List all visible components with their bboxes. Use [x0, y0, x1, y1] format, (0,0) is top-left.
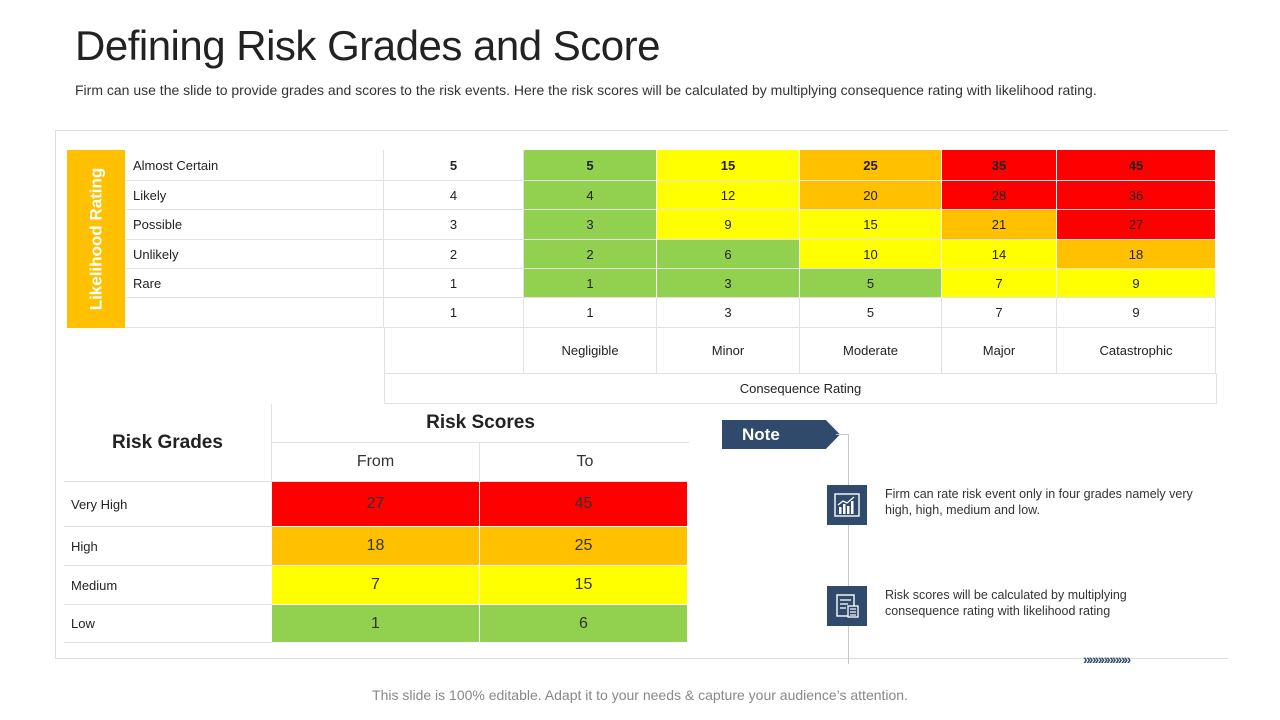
likelihood-value: 2 [384, 240, 524, 269]
risk-scores-header: Risk Scores [272, 404, 689, 443]
risk-score-cell: 15 [657, 150, 800, 181]
page-title: Defining Risk Grades and Score [75, 22, 660, 69]
from-header: From [272, 443, 480, 482]
grade-name: High [64, 527, 272, 566]
risk-score-cell: 21 [942, 210, 1057, 240]
grade-row: Very High 27 45 [64, 482, 689, 527]
likelihood-label: Likely [126, 181, 384, 210]
likelihood-value: 4 [384, 181, 524, 210]
bar-chart-icon [827, 485, 867, 525]
grade-row: Medium 7 15 [64, 566, 689, 605]
note-text-2: Risk scores will be calculated by multip… [885, 588, 1127, 618]
risk-score-cell: 15 [800, 210, 942, 240]
consequence-value: 1 [524, 298, 657, 328]
risk-grades-header: Risk Grades [64, 404, 272, 482]
likelihood-label: Possible [126, 210, 384, 240]
grade-to-value: 15 [480, 566, 688, 605]
chevron-arrows-icon: »»»»»»»» [1083, 651, 1131, 667]
grade-row: High 18 25 [64, 527, 689, 566]
consequence-name: Minor [657, 328, 800, 373]
risk-score-cell: 9 [657, 210, 800, 240]
likelihood-label: Rare [126, 269, 384, 298]
blank-cell [384, 328, 524, 373]
likelihood-rating-bar: Likelihood Rating [67, 150, 125, 328]
consequence-value: 9 [1057, 298, 1216, 328]
note-connector [836, 434, 848, 435]
to-header: To [481, 443, 689, 482]
risk-score-cell: 28 [942, 181, 1057, 210]
consequence-rating-label: Consequence Rating [384, 373, 1217, 404]
grade-to-value: 45 [480, 482, 688, 527]
risk-score-cell: 5 [524, 150, 657, 181]
note-timeline [848, 434, 849, 664]
grade-from-value: 18 [272, 527, 480, 566]
matrix-row: Almost Certain 5 5 15 25 35 45 [126, 150, 1216, 181]
risk-score-cell: 6 [657, 240, 800, 269]
calculator-document-icon [827, 586, 867, 626]
consequence-value: 1 [384, 298, 524, 328]
matrix-row: Likely 4 4 12 20 28 36 [126, 181, 1216, 210]
grade-to-value: 25 [480, 527, 688, 566]
grade-from-value: 7 [272, 566, 480, 605]
likelihood-value: 5 [384, 150, 524, 181]
blank-cell [126, 298, 384, 328]
matrix-row: Unlikely 2 2 6 10 14 18 [126, 240, 1216, 269]
likelihood-value: 1 [384, 269, 524, 298]
consequence-name: Negligible [524, 328, 657, 373]
risk-score-cell: 4 [524, 181, 657, 210]
consequence-value: 7 [942, 298, 1057, 328]
likelihood-value: 3 [384, 210, 524, 240]
grade-name: Low [64, 605, 272, 643]
risk-score-cell: 5 [800, 269, 942, 298]
matrix-row: Possible 3 3 9 15 21 27 [126, 210, 1216, 240]
consequence-value: 3 [657, 298, 800, 328]
risk-score-cell: 7 [942, 269, 1057, 298]
risk-score-cell: 25 [800, 150, 942, 181]
risk-score-cell: 14 [942, 240, 1057, 269]
risk-score-cell: 35 [942, 150, 1057, 181]
risk-score-cell: 36 [1057, 181, 1216, 210]
risk-score-cell: 3 [657, 269, 800, 298]
consequence-name: Moderate [800, 328, 942, 373]
consequence-value: 5 [800, 298, 942, 328]
risk-score-cell: 1 [524, 269, 657, 298]
content-frame [55, 130, 1228, 659]
matrix-row: Rare 1 1 3 5 7 9 [126, 269, 1216, 298]
risk-score-cell: 12 [657, 181, 800, 210]
page-subtitle: Firm can use the slide to provide grades… [75, 82, 1097, 98]
likelihood-label: Unlikely [126, 240, 384, 269]
consequence-name: Major [942, 328, 1057, 373]
grade-name: Very High [64, 482, 272, 527]
risk-score-cell: 10 [800, 240, 942, 269]
note-text-1: Firm can rate risk event only in four gr… [885, 487, 1193, 517]
risk-score-cell: 18 [1057, 240, 1216, 269]
risk-score-cell: 27 [1057, 210, 1216, 240]
consequence-name: Catastrophic [1057, 328, 1216, 373]
likelihood-rating-label: Likelihood Rating [86, 167, 106, 311]
grade-from-value: 1 [272, 605, 480, 643]
grade-row: Low 1 6 [64, 605, 689, 643]
grade-name: Medium [64, 566, 272, 605]
risk-score-cell: 3 [524, 210, 657, 240]
likelihood-label: Almost Certain [126, 150, 384, 181]
risk-score-cell: 45 [1057, 150, 1216, 181]
consequence-names-row: Negligible Minor Moderate Major Catastrophic [384, 328, 1216, 373]
risk-score-cell: 20 [800, 181, 942, 210]
grade-to-value: 6 [480, 605, 688, 643]
risk-score-cell: 2 [524, 240, 657, 269]
note-tag: Note [722, 420, 840, 449]
footer-text: This slide is 100% editable. Adapt it to… [372, 687, 908, 703]
risk-score-cell: 9 [1057, 269, 1216, 298]
grade-from-value: 27 [272, 482, 480, 527]
